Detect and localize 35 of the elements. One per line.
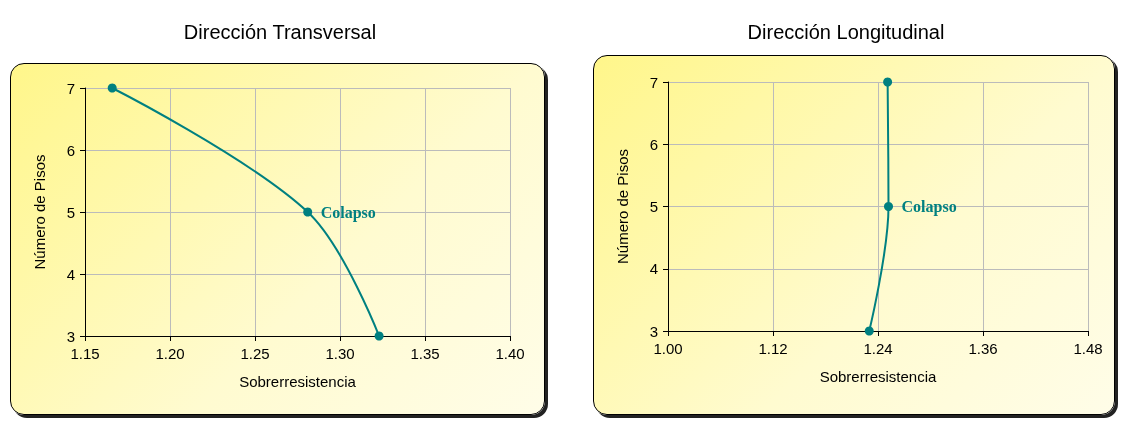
chart-title: Dirección Transversal [183,21,377,43]
y-axis-title: Número de Pisos [614,148,631,265]
x-tick-label: 1.20 [155,345,185,362]
y-tick-label: 6 [649,135,658,153]
chart-title: Dirección Longitudinal [747,21,945,43]
point [374,331,384,341]
y-tick-label: 4 [649,260,658,278]
point [884,202,893,211]
x-tick-label: 1.30 [325,345,355,362]
annotation: Colapso [901,198,957,216]
y-tick-label: 3 [649,322,658,340]
x-axis-title: Sobrerresistencia [239,373,357,390]
x-tick-label: 1.25 [240,345,270,362]
x-tick-label: 1.48 [1073,340,1103,357]
x-tick-label: 1.40 [495,345,525,362]
x-tick-label: 1.15 [70,345,100,362]
y-tick-label: 3 [66,327,75,345]
annotation: Colapso [320,203,376,222]
y-tick-label: 4 [66,265,75,283]
y-tick-label: 7 [66,79,75,97]
y-tick-label: 5 [66,203,75,221]
point [883,77,893,87]
y-axis-title: Número de Pisos [31,154,48,270]
x-tick-label: 1.12 [758,340,788,357]
y-tick-label: 7 [649,73,658,91]
x-tick-label: 1.00 [653,340,683,357]
point [107,83,117,93]
point [303,207,313,217]
x-tick-label: 1.35 [410,345,440,362]
y-tick-label: 5 [649,198,658,215]
x-tick-label: 1.24 [863,340,893,357]
x-tick-label: 1.36 [968,340,998,357]
x-axis-title: Sobrerresistencia [819,368,938,385]
point [864,326,874,336]
y-tick-label: 6 [66,141,75,159]
